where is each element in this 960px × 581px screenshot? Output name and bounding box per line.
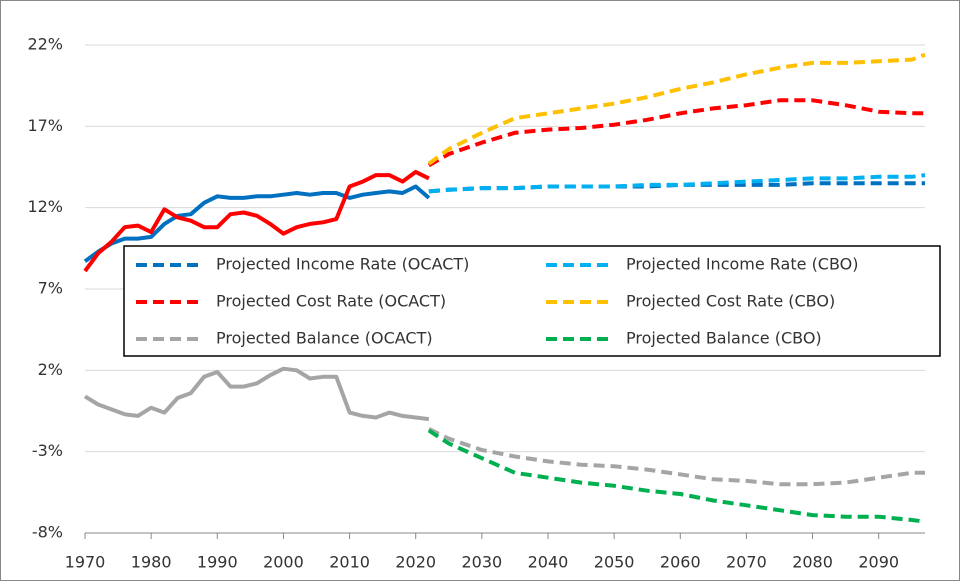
legend-label: Projected Balance (OCACT) [216,329,433,348]
series-line [83,169,430,273]
x-tick-label: 2070 [726,553,767,572]
series-line [428,173,926,194]
x-tick-label: 2000 [263,553,304,572]
y-tick-label: 7% [38,279,63,298]
y-tick-label: -8% [32,523,63,542]
legend-label: Projected Income Rate (OCACT) [216,255,469,274]
legend-label: Projected Balance (CBO) [626,329,822,348]
legend-label: Projected Cost Rate (OCACT) [216,292,446,311]
x-tick-label: 2010 [329,553,370,572]
x-tick-label: 2090 [858,553,899,572]
y-tick-label: 22% [27,35,63,54]
series-line [83,366,430,422]
x-tick-label: 2050 [594,553,635,572]
y-tick-label: 2% [38,360,63,379]
series-line [427,98,925,168]
legend-box [123,245,941,357]
x-tick-label: 2030 [461,553,502,572]
y-tick-label: 17% [27,116,63,135]
legend-label: Projected Income Rate (CBO) [626,255,859,274]
legend-label: Projected Cost Rate (CBO) [626,292,835,311]
x-tick-label: 1990 [197,553,238,572]
series-line [83,184,431,263]
x-tick-label: 2080 [792,553,833,572]
y-tick-label: -3% [32,441,63,460]
x-tick-label: 2020 [395,553,436,572]
y-tick-label: 12% [27,197,63,216]
series-line [427,52,926,166]
x-tick-label: 1980 [131,553,172,572]
x-tick-label: 2040 [528,553,569,572]
x-tick-label: 1970 [65,553,106,572]
series-line [428,427,925,487]
x-tick-label: 2060 [660,553,701,572]
series-line [427,428,926,524]
